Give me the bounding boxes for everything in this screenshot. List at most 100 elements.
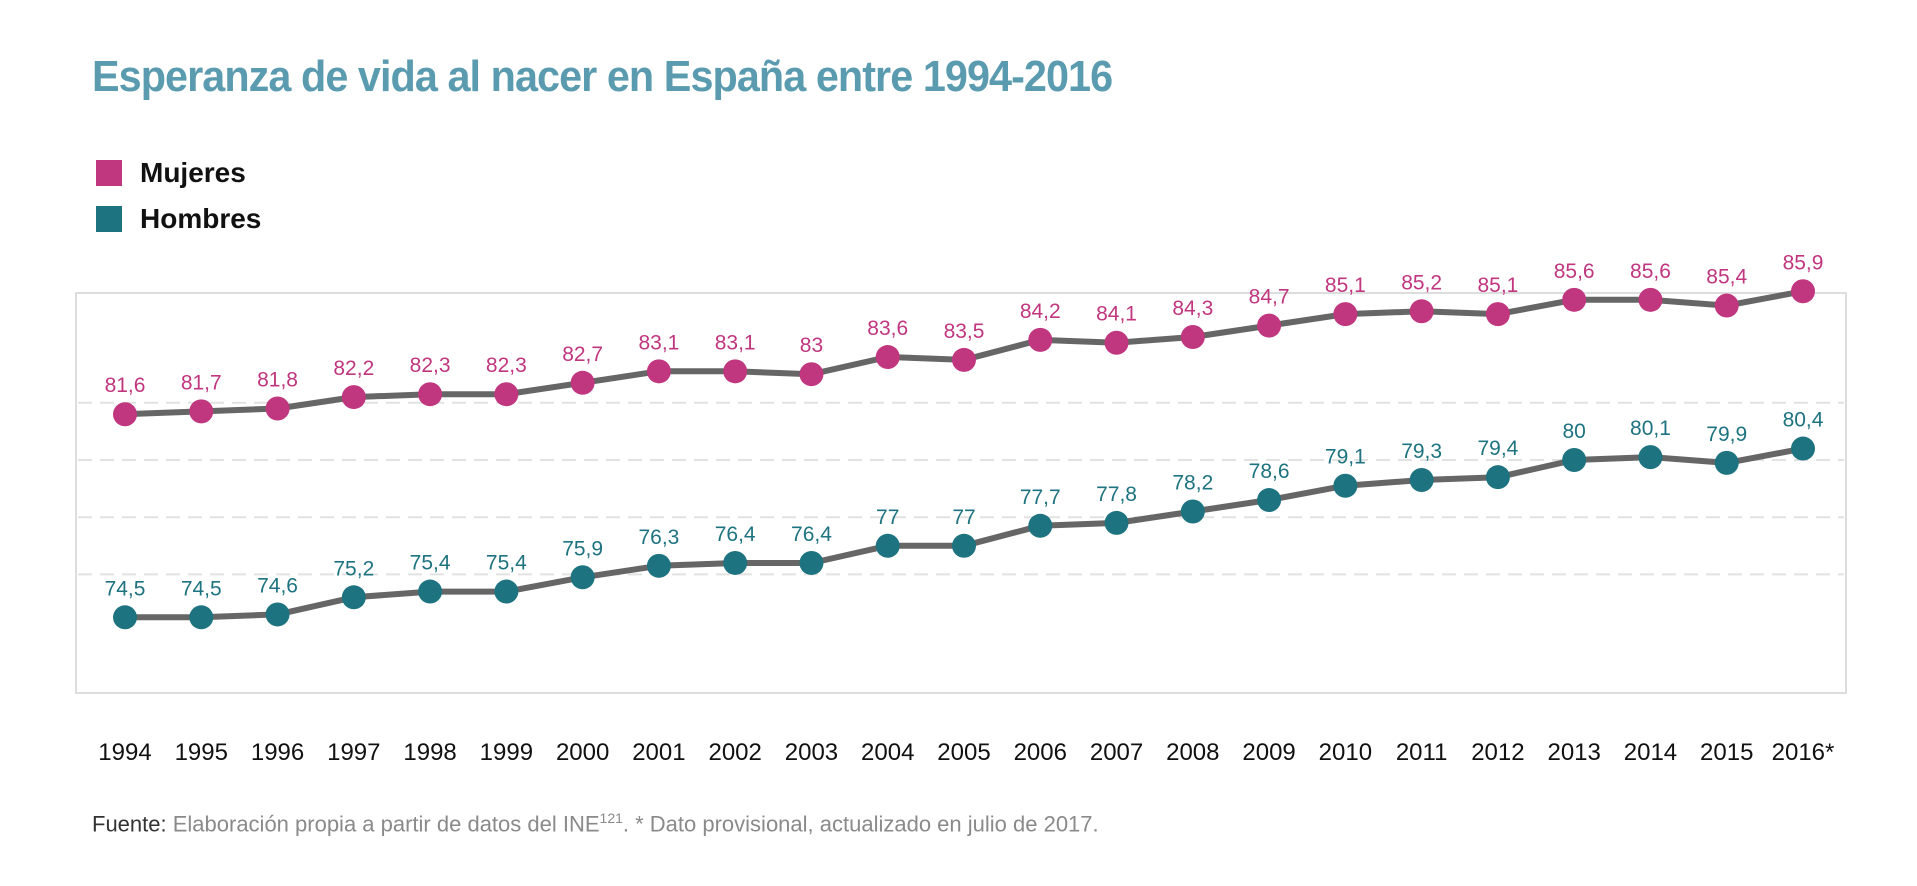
point-mujeres-2013 [1562,287,1587,312]
data-label-mujeres-1999: 82,3 [486,354,527,377]
point-hombres-2007 [1104,510,1129,535]
chart-title: Esperanza de vida al nacer en España ent… [92,52,1113,101]
data-labels: 81,6 81,7 81,8 82,2 82,3 82,3 82,7 83,1 83,1 83 83… [105,251,1824,600]
x-axis-ticks: 1994 1995 1996 1997 1998 1999 2000 2001 2002 2003… [98,739,1834,766]
data-label-hombres-1998: 75,4 [410,552,451,575]
data-label-hombres-2007: 77,8 [1096,483,1137,506]
point-hombres-2004 [875,533,900,558]
point-mujeres-1999 [494,382,519,407]
point-mujeres-2001 [646,359,671,384]
x-tick-1995: 1995 [175,739,228,766]
point-hombres-2011 [1409,468,1434,493]
data-label-hombres-2008: 78,2 [1172,471,1213,494]
data-label-mujeres-2015: 85,4 [1706,266,1747,289]
point-hombres-2009 [1257,488,1282,513]
data-label-hombres-2012: 79,4 [1477,437,1518,460]
data-label-hombres-2011: 79,3 [1401,440,1442,463]
point-hombres-2005 [952,533,976,558]
point-hombres-2003 [799,550,824,575]
data-label-hombres-2000: 75,9 [562,537,603,560]
data-label-mujeres-2005: 83,5 [944,320,985,343]
data-label-hombres-2013: 80 [1563,420,1586,443]
point-hombres-1996 [265,602,290,627]
legend-label-hombres: Hombres [140,203,262,234]
source-lead: Fuente: [92,811,167,837]
legend-item-mujeres: Mujeres [96,150,261,196]
source-note: Fuente: Elaboración propia a partir de d… [92,810,1099,837]
data-points [113,279,1815,630]
data-label-mujeres-1996: 81,8 [257,369,298,392]
legend-item-hombres: Hombres [96,196,261,242]
point-mujeres-2011 [1409,299,1434,324]
point-hombres-2010 [1333,473,1358,498]
point-hombres-1995 [189,605,214,630]
x-tick-2002: 2002 [708,739,761,766]
data-label-mujeres-1998: 82,3 [410,354,451,377]
data-label-mujeres-2008: 84,3 [1172,297,1213,320]
point-hombres-2013 [1562,448,1587,472]
data-label-hombres-2009: 78,6 [1249,460,1290,483]
x-tick-1996: 1996 [251,739,304,766]
point-mujeres-2002 [723,359,748,384]
data-label-hombres-2001: 76,3 [638,526,679,549]
point-hombres-2012 [1485,465,1510,490]
x-tick-1994: 1994 [98,739,151,766]
x-tick-1999: 1999 [480,739,533,766]
x-tick-2007: 2007 [1090,739,1143,766]
x-tick-2005: 2005 [937,739,990,766]
x-tick-1998: 1998 [403,739,456,766]
point-mujeres-1995 [189,399,214,424]
x-tick-2011: 2011 [1396,739,1448,766]
point-mujeres-2007 [1104,330,1129,355]
data-label-mujeres-2000: 82,7 [562,343,603,366]
data-label-hombres-2004: 77 [876,506,899,529]
x-tick-2000: 2000 [556,739,609,766]
legend-label-mujeres: Mujeres [140,157,246,188]
point-mujeres-2008 [1180,325,1205,350]
data-label-hombres-2010: 79,1 [1325,446,1366,469]
data-label-hombres-2002: 76,4 [715,523,756,546]
point-hombres-2006 [1028,513,1053,538]
grid-lines [78,401,1844,576]
x-tick-2001: 2001 [632,739,685,766]
data-label-mujeres-2013: 85,6 [1554,260,1595,283]
data-label-hombres-2016: 80,4 [1783,409,1824,432]
point-hombres-2016 [1791,436,1815,461]
point-mujeres-2004 [875,345,900,370]
data-label-mujeres-2012: 85,1 [1477,274,1518,297]
data-label-mujeres-2010: 85,1 [1325,274,1366,297]
data-label-hombres-2003: 76,4 [791,523,832,546]
data-label-mujeres-2003: 83 [800,334,823,357]
data-label-mujeres-2011: 85,2 [1401,271,1442,294]
data-label-mujeres-2009: 84,7 [1249,286,1290,309]
point-hombres-1999 [494,579,519,604]
data-label-hombres-2015: 79,9 [1706,423,1747,446]
point-mujeres-2003 [799,362,824,387]
x-tick-1997: 1997 [327,739,380,766]
source-text: Elaboración propia a partir de datos del… [166,811,600,837]
point-hombres-2014 [1638,445,1663,470]
x-tick-2008: 2008 [1166,739,1219,766]
data-label-mujeres-2001: 83,1 [638,331,679,354]
data-label-mujeres-2002: 83,1 [715,331,756,354]
data-label-mujeres-1994: 81,6 [105,374,146,397]
x-tick-2004: 2004 [861,739,914,766]
data-label-hombres-1995: 74,5 [181,577,222,600]
point-mujeres-2009 [1257,313,1282,338]
legend-swatch-mujeres [96,160,122,186]
x-tick-2003: 2003 [785,739,838,766]
data-label-hombres-2014: 80,1 [1630,417,1671,440]
point-mujeres-1998 [418,382,443,407]
source-ref: 121 [599,810,623,826]
data-label-mujeres-2016: 85,9 [1783,251,1824,274]
point-hombres-1997 [341,585,366,610]
point-hombres-1998 [418,579,443,604]
data-label-hombres-1997: 75,2 [333,557,374,580]
point-hombres-2008 [1180,499,1205,524]
data-label-hombres-2006: 77,7 [1020,486,1061,509]
point-mujeres-1997 [341,385,366,410]
point-mujeres-1996 [265,396,290,421]
point-hombres-2000 [570,565,595,590]
point-mujeres-2010 [1333,302,1358,327]
point-hombres-1994 [113,605,137,630]
